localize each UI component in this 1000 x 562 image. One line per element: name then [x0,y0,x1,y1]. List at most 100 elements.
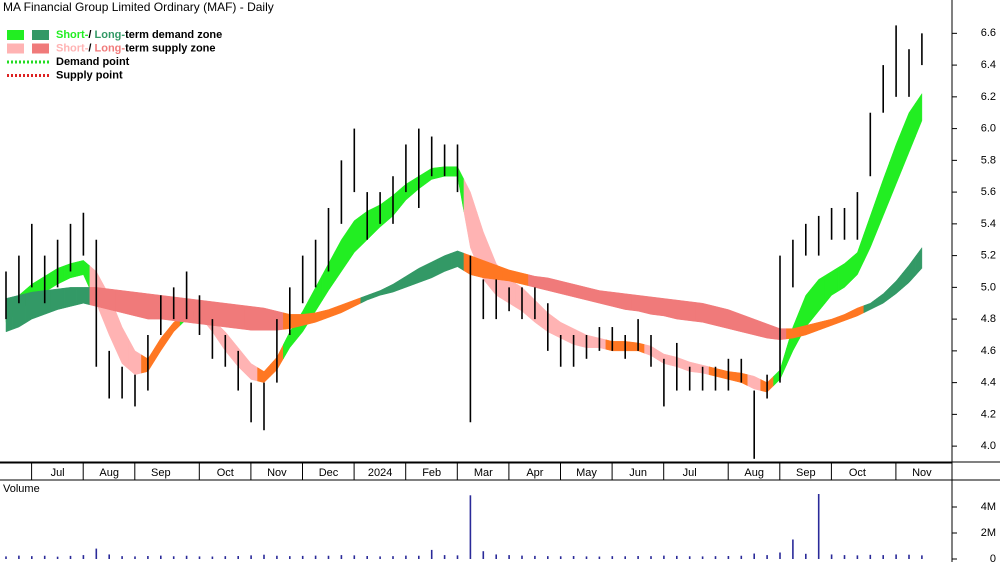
volume-bar [5,556,7,559]
zone-band [231,303,245,330]
volume-bar [237,556,239,559]
legend-part: Long- [95,29,126,41]
volume-bar [495,554,497,559]
volume-bar [572,556,575,559]
volume-bar [185,555,188,559]
volume-bar [327,555,330,559]
y-tick-label: 4.6 [981,345,996,357]
y-tick-label: 6.4 [981,59,996,71]
zone-band [812,275,826,320]
volume-bar [56,556,59,559]
volume-bar [314,555,317,559]
zone-band [708,304,723,328]
y-tick-label: 5.2 [981,250,996,262]
y-tick-label: 4.8 [981,313,996,325]
zone-band [644,295,658,316]
legend-part: Short- [56,29,89,41]
zone-band [25,291,39,324]
volume-bar [482,551,485,559]
volume-bar [172,556,175,559]
volume-bar [817,494,820,559]
zone-band [824,316,839,329]
y-tick-label: 6.2 [981,91,996,103]
volume-bar [650,556,652,559]
zone-band [373,286,387,299]
y-tick-label: 6.6 [981,27,996,39]
volume-bar [624,556,626,559]
legend-part: term demand zone [125,29,222,41]
volume-bar [559,556,562,559]
volume-bar [69,555,72,559]
zone-band [102,287,116,312]
zone-band [308,310,323,325]
volume-bar [882,555,884,559]
volume-bar [779,552,781,559]
zone-band [889,272,903,299]
zone-band [695,302,710,325]
zone-band [605,291,619,309]
volume-bar [856,555,859,559]
zone-band [721,307,736,331]
zone-band [257,306,271,331]
x-tick-label: Nov [267,467,287,479]
y-tick-label: 2M [981,527,996,539]
zone-band [618,292,632,311]
volume-bar [792,539,794,559]
zone-band [579,285,594,302]
volume-bar [895,554,897,559]
zone-band [850,234,865,282]
zone-band [786,326,800,340]
legend-part: term supply zone [125,42,215,54]
y-tick-label: 4M [981,501,996,513]
zone-band [50,287,65,313]
zone-band [747,374,761,391]
zone-band [5,296,13,333]
volume-bar [521,555,523,559]
legend-text: Short-/ Long-term demand zone [56,29,222,41]
volume-bar [198,556,201,559]
zone-band [115,289,129,315]
panel-title: Volume [3,483,40,495]
zone-band [824,267,839,304]
x-tick-label: May [576,467,597,479]
zone-band [915,246,923,277]
volume-bar [430,549,433,559]
zone-band [141,292,155,320]
zone-band [863,197,877,262]
volume-bar [585,556,588,559]
zone-band [915,92,923,137]
volume-bar [276,555,278,559]
zone-band [554,279,568,296]
legend-text: Short-/ Long-term supply zone [56,42,216,54]
legend-swatch [7,30,24,40]
volume-bar [830,554,833,559]
volume-bar [921,555,923,559]
zone-band [760,321,774,340]
zone-band [566,282,581,299]
x-tick-label: Mar [474,467,493,479]
volume-bar [263,554,265,559]
zone-band [889,128,903,201]
zone-band [670,298,684,321]
volume-bar [95,548,98,559]
x-tick-label: Aug [744,467,764,479]
zone-band [257,363,271,383]
volume-bar [418,555,420,559]
volume-bar [160,555,162,559]
legend-text: Demand point [56,56,130,68]
volume-bar [469,495,472,559]
volume-bar [843,555,846,559]
volume-bar [224,556,227,559]
x-tick-label: Sep [796,467,816,479]
zone-band [244,354,258,382]
zone-band [515,271,529,287]
y-tick-label: 6.0 [981,123,996,135]
zone-band [128,291,142,318]
x-tick-label: Sep [151,467,171,479]
zone-band [360,292,374,304]
zone-band [502,267,516,283]
volume-bar [211,556,214,559]
volume-bar [121,556,123,559]
zone-band [321,306,336,321]
